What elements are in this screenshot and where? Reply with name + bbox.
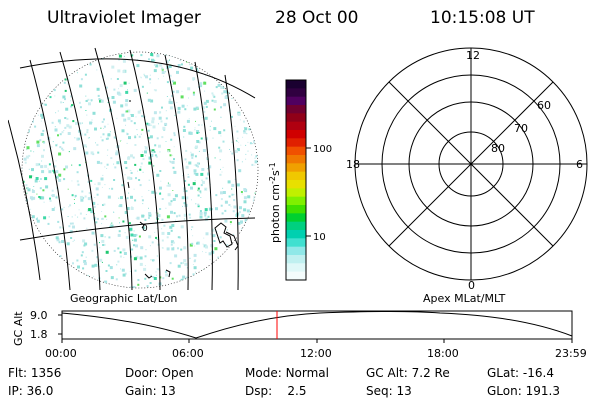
color-bar-unit-label: photon cm-2s-1 xyxy=(268,162,282,243)
meridian-line xyxy=(29,59,71,290)
coastline xyxy=(225,231,239,251)
color-bar-tick-label: 10 xyxy=(313,232,326,243)
alt-xtick: 00:00 xyxy=(45,347,77,360)
polar-diagonal xyxy=(388,81,554,247)
mlat-70-label: 70 xyxy=(514,122,528,135)
alt-x-ticks xyxy=(58,314,573,343)
color-bar-segment xyxy=(286,271,306,281)
alt-xtick: 23:59 xyxy=(555,347,587,360)
status-mode: Mode: Normal xyxy=(245,366,329,380)
color-bar-segment xyxy=(286,88,306,98)
status-flt: Flt: 1356 xyxy=(8,366,62,380)
color-bar-segment xyxy=(286,238,306,248)
alt-xtick: 06:00 xyxy=(172,347,204,360)
color-bar-segment xyxy=(286,221,306,231)
status-ip: IP: 36.0 xyxy=(8,384,54,398)
latitude-line xyxy=(19,58,256,99)
coastlines xyxy=(127,100,239,279)
mlat-80-label: 80 xyxy=(491,142,505,155)
color-bar-segment xyxy=(286,96,306,106)
alt-xtick: 12:00 xyxy=(300,347,332,360)
color-bar-segment xyxy=(286,188,306,198)
color-bar-segment xyxy=(286,171,306,181)
mlt-12-label: 12 xyxy=(466,49,480,62)
geo-grid xyxy=(8,47,256,290)
color-bar-segment xyxy=(286,105,306,114)
mlt-6-label: 6 xyxy=(576,158,583,171)
geo-grid-label: 0 xyxy=(142,224,148,234)
color-bar-segment xyxy=(286,246,306,256)
meridian-line xyxy=(94,47,133,290)
color-bar-segment xyxy=(286,155,306,164)
meridian-line xyxy=(8,119,41,281)
color-bar-segment xyxy=(286,163,306,173)
status-gc-alt: GC Alt: 7.2 Re xyxy=(366,366,450,380)
instrument-title: Ultraviolet Imager xyxy=(47,8,201,28)
date-label: 28 Oct 00 xyxy=(275,8,359,28)
color-bar-segment xyxy=(286,205,306,214)
mlt-18-label: 18 xyxy=(346,158,360,171)
alt-ytick: 9.0 xyxy=(30,309,48,322)
color-bar-segment xyxy=(286,180,306,189)
mlt-0-label: 0 xyxy=(468,279,475,292)
status-door: Door: Open xyxy=(125,366,194,380)
meridian-line xyxy=(194,61,213,290)
color-bar-segment xyxy=(286,196,306,206)
equator-line xyxy=(19,217,256,241)
status-dsp: Dsp: 2.5 xyxy=(245,384,307,398)
status-glon: GLon: 191.3 xyxy=(487,384,560,398)
alt-ylabel: GC Alt xyxy=(12,311,25,346)
meridian-line xyxy=(59,51,101,290)
alt-plot-frame xyxy=(61,310,573,340)
coastline xyxy=(139,221,145,229)
status-gain: Gain: 13 xyxy=(125,384,176,398)
status-seq: Seq: 13 xyxy=(366,384,412,398)
color-bar-segment xyxy=(286,121,306,131)
color-bar-segment xyxy=(286,80,306,89)
alt-curve xyxy=(61,311,573,339)
color-bar-segment xyxy=(286,230,306,239)
coastline xyxy=(165,269,171,278)
polar-plot xyxy=(354,47,588,281)
alt-xtick: 18:00 xyxy=(427,347,459,360)
color-bar-segment xyxy=(286,113,306,123)
coastline xyxy=(214,222,233,248)
geo-caption: Geographic Lat/Lon xyxy=(70,292,177,305)
color-bar-tick-label: 100 xyxy=(313,144,332,155)
coastline xyxy=(127,181,130,189)
meridian-line xyxy=(164,54,189,290)
color-bar-segment xyxy=(286,213,306,223)
meridian-line xyxy=(224,74,239,290)
coastline xyxy=(144,273,153,279)
alt-ytick: 1.8 xyxy=(30,328,48,341)
polar-caption: Apex MLat/MLT xyxy=(423,292,506,305)
time-label: 10:15:08 UT xyxy=(430,8,535,28)
color-bar-segment xyxy=(286,263,306,273)
status-glat: GLat: -16.4 xyxy=(487,366,554,380)
color-bar-frame xyxy=(285,79,307,281)
mlat-60-label: 60 xyxy=(537,99,551,112)
meridian-line xyxy=(129,49,161,290)
color-bar-segment xyxy=(286,146,306,156)
color-bar-segment xyxy=(286,255,306,264)
color-bar-segment xyxy=(286,130,306,139)
color-bar xyxy=(286,80,306,281)
color-bar-segment xyxy=(286,138,306,148)
